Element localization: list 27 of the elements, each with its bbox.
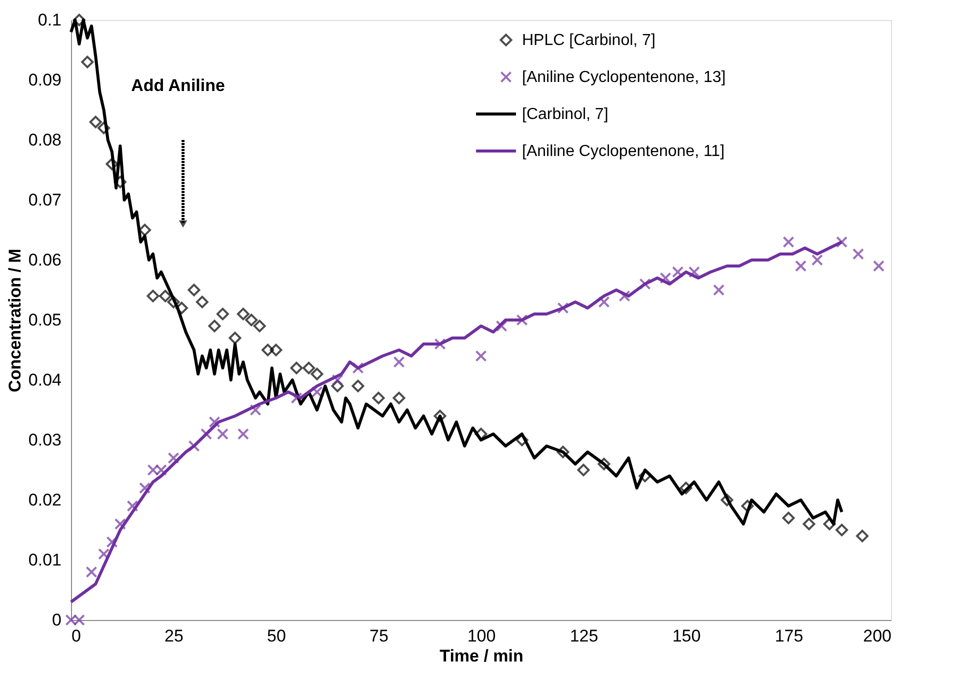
y-tick-label: 0.08 <box>28 130 62 150</box>
legend-label: [Aniline Cyclopentenone, 11] <box>522 143 725 160</box>
y-tick-label: 0.02 <box>28 490 62 510</box>
y-axis-title: Concentration / M <box>5 248 24 392</box>
y-tick-label: 0.09 <box>28 70 62 90</box>
y-tick-label: 0.06 <box>28 250 62 270</box>
legend-label: HPLC [Carbinol, 7] <box>522 32 656 49</box>
y-tick-label: 0.07 <box>28 190 62 210</box>
y-tick-label: 0.04 <box>28 370 62 390</box>
x-tick-label: 200 <box>863 626 892 646</box>
x-tick-label: 0 <box>72 626 81 646</box>
x-tick-label: 100 <box>467 626 496 646</box>
y-tick-label: 0.01 <box>28 550 62 570</box>
x-tick-label: 125 <box>570 626 598 646</box>
annotation: Add Aniline <box>131 76 225 95</box>
x-tick-label: 75 <box>370 626 388 646</box>
y-tick-label: 0.05 <box>28 310 62 330</box>
legend-label: [Aniline Cyclopentenone, 13] <box>522 69 726 86</box>
y-tick-label: 0.1 <box>38 10 62 30</box>
x-axis-title: Time / min <box>440 646 524 666</box>
x-tick-label: 25 <box>164 626 184 646</box>
x-tick-label: 175 <box>774 626 804 646</box>
x-tick-label: 50 <box>267 626 286 646</box>
legend-label: [Carbinol, 7] <box>522 106 608 123</box>
x-tick-label: 150 <box>672 626 701 646</box>
y-tick-label: 0 <box>52 610 62 630</box>
y-tick-label: 0.03 <box>28 430 62 450</box>
